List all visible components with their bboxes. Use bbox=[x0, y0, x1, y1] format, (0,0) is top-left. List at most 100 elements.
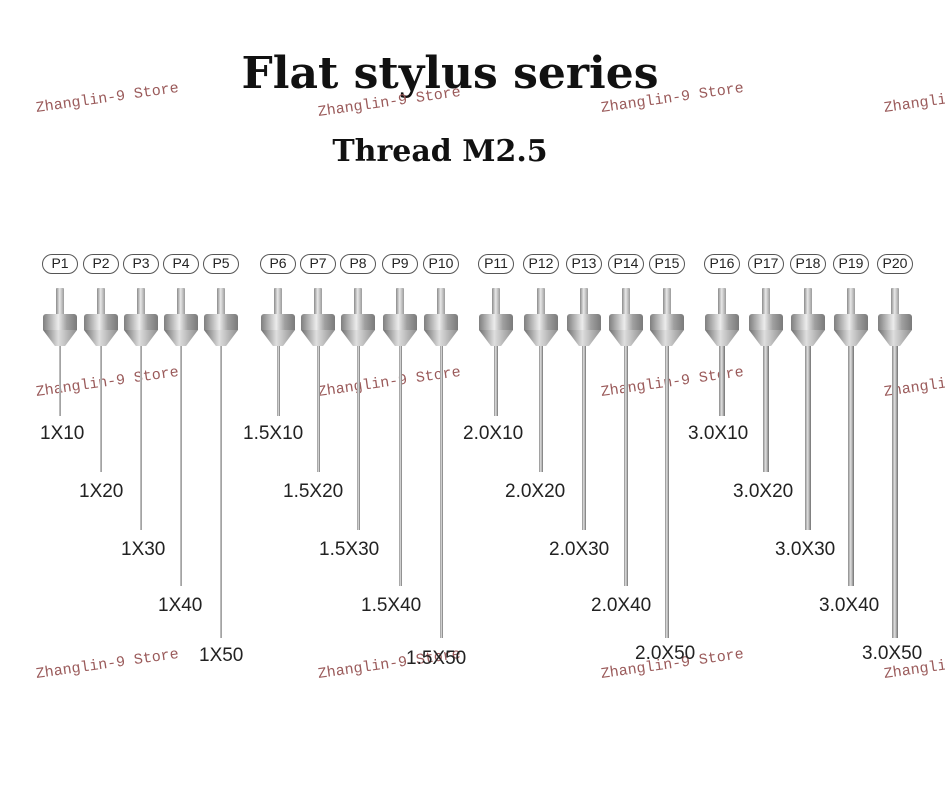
stylus-taper bbox=[301, 330, 335, 346]
stylus-stem bbox=[539, 346, 543, 472]
stylus-p8 bbox=[338, 288, 378, 530]
stylus-id-badge: P11 bbox=[478, 254, 514, 274]
stylus-id-badge: P1 bbox=[42, 254, 78, 274]
stylus-body bbox=[749, 314, 783, 330]
stylus-p19 bbox=[831, 288, 871, 586]
stylus-taper bbox=[567, 330, 601, 346]
thread-pin bbox=[537, 288, 545, 316]
stylus-body bbox=[791, 314, 825, 330]
thread-pin bbox=[492, 288, 500, 316]
stylus-id-badge: P2 bbox=[83, 254, 119, 274]
stylus-p1 bbox=[40, 288, 80, 416]
stylus-taper bbox=[341, 330, 375, 346]
stylus-stem bbox=[892, 346, 898, 638]
stylus-id-badge: P19 bbox=[833, 254, 869, 274]
thread-pin bbox=[718, 288, 726, 316]
stylus-stem bbox=[805, 346, 811, 530]
stylus-body bbox=[609, 314, 643, 330]
stylus-taper bbox=[609, 330, 643, 346]
stylus-body bbox=[567, 314, 601, 330]
stylus-id-badge: P9 bbox=[382, 254, 418, 274]
thread-pin bbox=[622, 288, 630, 316]
thread-pin bbox=[137, 288, 145, 316]
stylus-size-label: 1.5X30 bbox=[319, 539, 380, 560]
stylus-taper bbox=[650, 330, 684, 346]
stylus-p17 bbox=[746, 288, 786, 472]
stylus-taper bbox=[424, 330, 458, 346]
stylus-body bbox=[424, 314, 458, 330]
stylus-p12 bbox=[521, 288, 561, 472]
thread-pin bbox=[891, 288, 899, 316]
stylus-taper bbox=[791, 330, 825, 346]
stylus-size-label: 3.0X50 bbox=[862, 643, 923, 664]
stylus-size-label: 1.5X40 bbox=[361, 595, 422, 616]
stylus-size-label: 1X20 bbox=[79, 481, 124, 502]
stylus-size-label: 1X50 bbox=[199, 645, 244, 666]
stylus-size-label: 3.0X40 bbox=[819, 595, 880, 616]
stylus-taper bbox=[164, 330, 198, 346]
stylus-p11 bbox=[476, 288, 516, 416]
stylus-p2 bbox=[81, 288, 121, 472]
stylus-size-label: 2.0X20 bbox=[505, 481, 566, 502]
thread-pin bbox=[97, 288, 105, 316]
stylus-body bbox=[164, 314, 198, 330]
stylus-p16 bbox=[702, 288, 742, 416]
thread-pin bbox=[396, 288, 404, 316]
stylus-body bbox=[878, 314, 912, 330]
thread-pin bbox=[580, 288, 588, 316]
page-subtitle: Thread M2.5 bbox=[332, 134, 548, 169]
stylus-stem bbox=[624, 346, 628, 586]
stylus-taper bbox=[204, 330, 238, 346]
thread-pin bbox=[847, 288, 855, 316]
stylus-id-badge: P4 bbox=[163, 254, 199, 274]
stylus-id-badge: P3 bbox=[123, 254, 159, 274]
stylus-p20 bbox=[875, 288, 915, 638]
stylus-taper bbox=[834, 330, 868, 346]
stylus-size-label: 3.0X30 bbox=[775, 539, 836, 560]
stylus-taper bbox=[749, 330, 783, 346]
stylus-body bbox=[124, 314, 158, 330]
thread-pin bbox=[663, 288, 671, 316]
thread-pin bbox=[217, 288, 225, 316]
stylus-taper bbox=[84, 330, 118, 346]
stylus-stem bbox=[763, 346, 769, 472]
stylus-p6 bbox=[258, 288, 298, 416]
stylus-body bbox=[341, 314, 375, 330]
thread-pin bbox=[177, 288, 185, 316]
stylus-p13 bbox=[564, 288, 604, 530]
stylus-body bbox=[650, 314, 684, 330]
stylus-body bbox=[301, 314, 335, 330]
stylus-size-label: 1X30 bbox=[121, 539, 166, 560]
stylus-body bbox=[261, 314, 295, 330]
stylus-taper bbox=[524, 330, 558, 346]
thread-pin bbox=[762, 288, 770, 316]
stylus-taper bbox=[878, 330, 912, 346]
stylus-size-label: 1.5X10 bbox=[243, 423, 304, 444]
stylus-stem bbox=[59, 346, 61, 416]
stylus-size-label: 2.0X30 bbox=[549, 539, 610, 560]
stylus-stem bbox=[276, 346, 280, 416]
stylus-body bbox=[43, 314, 77, 330]
stylus-id-badge: P14 bbox=[608, 254, 644, 274]
stylus-taper bbox=[705, 330, 739, 346]
stylus-p3 bbox=[121, 288, 161, 530]
stylus-stem bbox=[140, 346, 142, 530]
stylus-stem bbox=[665, 346, 669, 638]
stylus-body bbox=[204, 314, 238, 330]
thread-pin bbox=[437, 288, 445, 316]
stylus-stem bbox=[494, 346, 498, 416]
stylus-p4 bbox=[161, 288, 201, 586]
stylus-id-badge: P15 bbox=[649, 254, 685, 274]
stylus-id-badge: P17 bbox=[748, 254, 784, 274]
watermark: Zhanglin-9 Store bbox=[34, 646, 180, 683]
stylus-size-label: 3.0X10 bbox=[688, 423, 749, 444]
stylus-size-label: 2.0X10 bbox=[463, 423, 524, 444]
stylus-size-label: 1.5X20 bbox=[283, 481, 344, 502]
stylus-size-label: 1.5X50 bbox=[406, 648, 467, 669]
stylus-id-badge: P8 bbox=[340, 254, 376, 274]
stylus-taper bbox=[383, 330, 417, 346]
stylus-id-badge: P7 bbox=[300, 254, 336, 274]
stylus-stem bbox=[220, 346, 222, 638]
stylus-stem bbox=[398, 346, 402, 586]
stylus-stem bbox=[100, 346, 102, 472]
